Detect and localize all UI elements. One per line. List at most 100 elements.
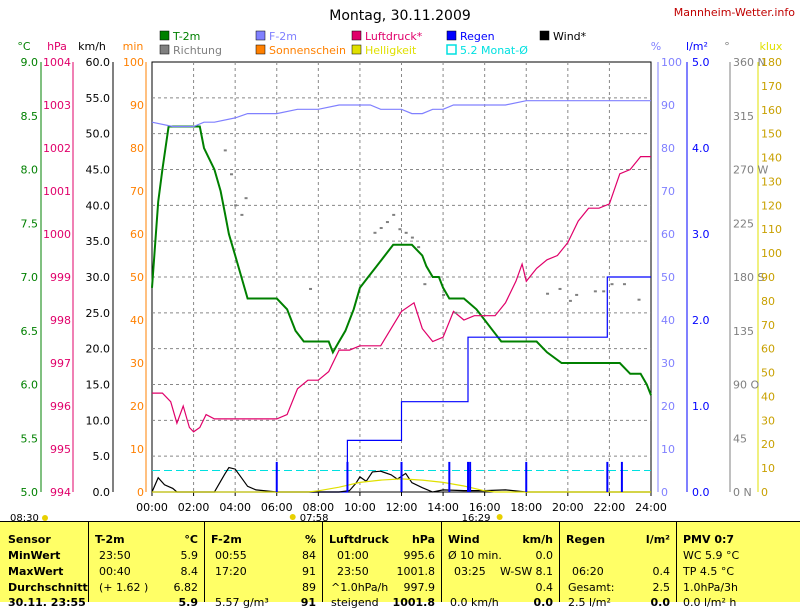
legend-label: F-2m	[269, 30, 297, 43]
humidity-tick-label: 50	[661, 271, 675, 284]
stats-wind-max-value: 8.1	[535, 565, 554, 578]
lux-tick-label: 110	[761, 223, 782, 236]
temp-tick-label: 7.0	[21, 271, 39, 284]
lux-tick-label: 20	[761, 438, 775, 451]
direction-point	[373, 231, 377, 234]
direction-point	[442, 293, 446, 296]
legend-swatch	[255, 44, 266, 55]
humidity-tick-label: 70	[661, 185, 675, 198]
stats-wind-header: Wind	[448, 533, 480, 546]
stats-rain-max-time: 06:20	[572, 565, 604, 578]
stats-pmv-header: PMV 0:7	[683, 533, 735, 546]
humidity-tick-label: 10	[661, 443, 675, 456]
stats-t2m-current: 5.9	[178, 596, 199, 609]
direction-point	[240, 213, 244, 216]
stats-rain-total-label: Gesamt:	[568, 581, 615, 594]
stats-pmv-rain-rate: 0.0 l/m² h	[683, 596, 737, 609]
series-f2m	[151, 100, 651, 128]
stats-t2m-header: T-2m	[95, 533, 125, 546]
minutes-tick-label: 10	[130, 443, 144, 456]
legend-swatch	[255, 30, 266, 41]
direction-point	[410, 236, 414, 239]
direction-point	[423, 283, 427, 286]
sunrise-time: 07:58	[300, 513, 329, 521]
pressure-tick-label: 1004	[43, 56, 71, 69]
direction-tick-label: 135	[733, 325, 754, 338]
temp-tick-label: 6.5	[21, 325, 39, 338]
axis-unit-label: hPa	[47, 40, 67, 53]
pressure-tick-label: 1003	[43, 99, 71, 112]
pressure-tick-label: 1000	[43, 228, 71, 241]
stats-rain-total-amount: 2.5 l/m²	[568, 596, 611, 609]
stats-pressure-tendency: steigend	[331, 596, 379, 609]
direction-tick-label: 90 O	[733, 379, 759, 392]
lux-tick-label: 80	[761, 295, 775, 308]
lux-tick-label: 0	[761, 486, 768, 499]
stats-wind-max-direction: W-SW	[500, 565, 533, 578]
minutes-tick-label: 40	[130, 314, 144, 327]
stats-pmv-column: PMV 0:7 WC 5.9 °C TP 4.5 °C 1.0hPa/3h 0.…	[677, 522, 800, 609]
stats-pmv-dewpoint: TP 4.5 °C	[683, 565, 735, 578]
lux-tick-label: 120	[761, 199, 782, 212]
wind-tick-label: 50.0	[86, 128, 111, 141]
axis-unit-label: °C	[17, 40, 31, 53]
stats-pressure-max-time: 23:50	[337, 565, 369, 578]
stats-pressure-max-value: 1001.8	[396, 565, 436, 578]
stats-pressure-avg-value: 997.9	[403, 581, 436, 594]
direction-point	[392, 213, 396, 216]
humidity-tick-label: 30	[661, 357, 675, 370]
minutes-tick-label: 0	[137, 486, 144, 499]
legend-label: Regen	[460, 30, 495, 43]
stats-t2m-min-value: 5.9	[180, 549, 199, 562]
rain-tick-label: 4.0	[692, 142, 710, 155]
stats-pressure-current: 1001.8	[392, 596, 435, 609]
x-tick-label: 18:00	[510, 501, 542, 514]
minutes-tick-label: 80	[130, 142, 144, 155]
x-tick-label: 16:00	[469, 501, 501, 514]
stats-rain-current: 0.0	[650, 596, 671, 609]
stats-f2m-min-time: 00:55	[215, 549, 247, 562]
x-tick-label: 02:00	[178, 501, 210, 514]
stats-wind-avg-label: Ø 10 min.	[448, 549, 502, 562]
minutes-tick-label: 20	[130, 400, 144, 413]
stats-wind-column: Wind km/h Ø 10 min. 0.0 03:25 W-SW 8.1 0…	[442, 522, 559, 609]
lux-tick-label: 10	[761, 462, 775, 475]
direction-point	[602, 290, 606, 293]
axis-unit-label: km/h	[78, 40, 106, 53]
direction-tick-label: 225	[733, 217, 754, 230]
temp-tick-label: 5.5	[21, 432, 39, 445]
weather-chart: Montag, 30.11.2009 Mannheim-Wetter.info T-…	[10, 6, 795, 521]
legend-label: 5.2 Monat-Ø	[460, 44, 528, 57]
direction-point	[546, 292, 550, 295]
stats-f2m-min-value: 84	[302, 549, 316, 562]
direction-point	[558, 287, 562, 290]
wind-tick-label: 0.0	[93, 486, 111, 499]
direction-point	[575, 293, 579, 296]
wind-tick-label: 15.0	[86, 379, 111, 392]
x-tick-label: 00:00	[136, 501, 168, 514]
minutes-tick-label: 90	[130, 99, 144, 112]
stats-divider	[204, 522, 205, 602]
legend-swatch	[539, 30, 550, 41]
x-tick-label: 08:00	[302, 501, 334, 514]
wind-tick-label: 40.0	[86, 199, 111, 212]
sunrise-icon	[289, 514, 296, 520]
lux-tick-label: 170	[761, 80, 782, 93]
stats-wind-max-time: 03:25	[454, 565, 486, 578]
humidity-tick-label: 40	[661, 314, 675, 327]
temp-tick-label: 7.5	[21, 217, 39, 230]
axis-unit-label: l/m²	[686, 40, 708, 53]
temp-tick-label: 8.0	[21, 164, 39, 177]
lux-tick-label: 130	[761, 175, 782, 188]
temp-tick-label: 9.0	[21, 56, 39, 69]
legend-label: Richtung	[173, 44, 222, 57]
stats-divider	[88, 522, 89, 602]
humidity-tick-label: 60	[661, 228, 675, 241]
rain-tick-label: 2.0	[692, 314, 710, 327]
stats-pmv-windchill: WC 5.9 °C	[683, 549, 740, 562]
lux-tick-label: 150	[761, 128, 782, 141]
direction-tick-label: 180 S	[733, 271, 764, 284]
stats-pressure-min-value: 995.6	[403, 549, 436, 562]
minutes-tick-label: 60	[130, 228, 144, 241]
stats-divider	[322, 522, 323, 602]
